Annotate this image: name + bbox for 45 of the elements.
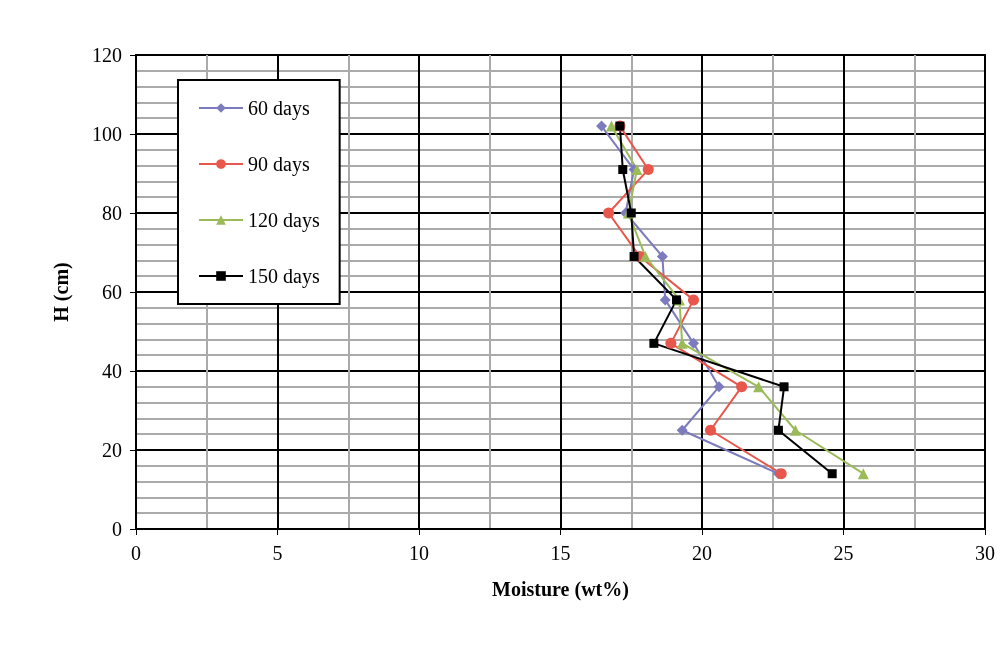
x-tick-label: 5 xyxy=(272,542,283,564)
point xyxy=(665,337,677,349)
legend-label: 60 days xyxy=(248,97,310,120)
point xyxy=(676,337,688,349)
point xyxy=(713,381,725,393)
y-tick-label: 120 xyxy=(92,44,122,66)
y-axis-title: H (cm) xyxy=(50,262,73,322)
point xyxy=(705,424,716,436)
point xyxy=(789,424,801,436)
point xyxy=(827,469,837,479)
point xyxy=(773,425,783,435)
point xyxy=(649,338,659,348)
point xyxy=(688,294,700,306)
y-tick-label: 60 xyxy=(102,281,122,303)
point xyxy=(659,294,671,306)
x-axis-title: Moisture (wt%) xyxy=(492,578,629,601)
y-tick-label: 80 xyxy=(102,202,122,224)
point xyxy=(596,120,608,132)
point xyxy=(779,382,789,392)
x-tick-label: 25 xyxy=(833,542,854,564)
y-tick-label: 100 xyxy=(92,123,122,145)
point xyxy=(676,424,688,436)
legend-label: 150 days xyxy=(248,265,320,288)
legend-label: 120 days xyxy=(248,209,320,232)
point xyxy=(642,164,654,176)
point xyxy=(629,251,639,261)
point xyxy=(639,250,651,262)
y-tick-label: 0 xyxy=(112,518,122,540)
point xyxy=(753,381,765,393)
point xyxy=(656,250,668,262)
x-tick-label: 20 xyxy=(692,542,712,564)
point xyxy=(605,120,617,132)
x-tick-label: 0 xyxy=(131,542,141,564)
point xyxy=(626,208,636,218)
point xyxy=(618,165,628,175)
point xyxy=(736,381,748,393)
point xyxy=(603,207,615,219)
point xyxy=(688,337,700,349)
point xyxy=(857,468,869,480)
x-tick-label: 30 xyxy=(975,542,995,564)
legend-label: 90 days xyxy=(248,153,310,176)
y-tick-label: 20 xyxy=(102,439,122,461)
x-tick-label: 10 xyxy=(409,542,429,564)
y-tick-label: 40 xyxy=(102,360,122,382)
x-tick-label: 15 xyxy=(550,542,571,564)
